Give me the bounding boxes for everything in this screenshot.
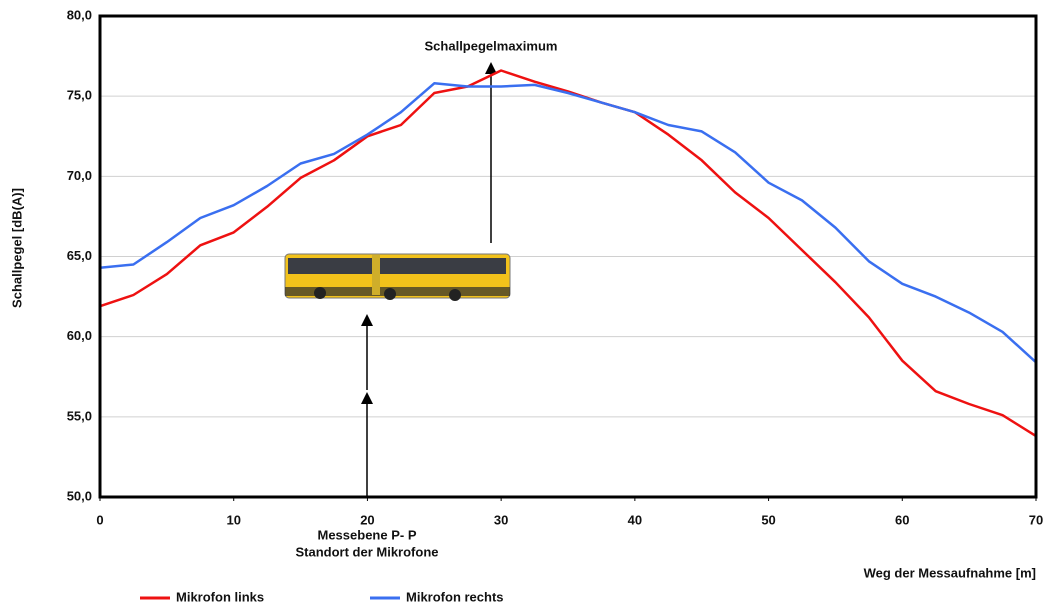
x-tick-label: 70 (1029, 512, 1043, 527)
y-tick-label: 50,0 (67, 488, 92, 503)
x-axis-title: Weg der Messaufnahme [m] (864, 565, 1036, 580)
x-tick-label: 10 (226, 512, 240, 527)
x-tick-label: 0 (96, 512, 103, 527)
x-tick-label: 40 (628, 512, 642, 527)
annotation: Messebene P- P (318, 527, 417, 542)
y-tick-label: 75,0 (67, 88, 92, 103)
annotation: Standort der Mikrofone (295, 544, 438, 559)
y-tick-label: 70,0 (67, 168, 92, 183)
series-line (100, 71, 1036, 437)
grid (100, 16, 1036, 497)
x-tick-label: 30 (494, 512, 508, 527)
x-tick-label: 60 (895, 512, 909, 527)
y-tick-label: 60,0 (67, 328, 92, 343)
legend-label: Mikrofon links (176, 589, 264, 604)
x-tick-label: 20 (360, 512, 374, 527)
series-group (100, 71, 1036, 437)
annotation: Schallpegelmaximum (425, 38, 558, 53)
x-tick-label: 50 (761, 512, 775, 527)
chart: Schallpegelmaximum Messebene P- P Stando… (0, 0, 1047, 605)
bus-icon (285, 254, 510, 301)
y-axis-title: Schallpegel [dB(A)] (9, 188, 24, 308)
legend-label: Mikrofon rechts (406, 589, 504, 604)
series-line (100, 83, 1036, 362)
y-tick-label: 80,0 (67, 7, 92, 22)
y-tick-label: 65,0 (67, 248, 92, 263)
y-tick-label: 55,0 (67, 408, 92, 423)
